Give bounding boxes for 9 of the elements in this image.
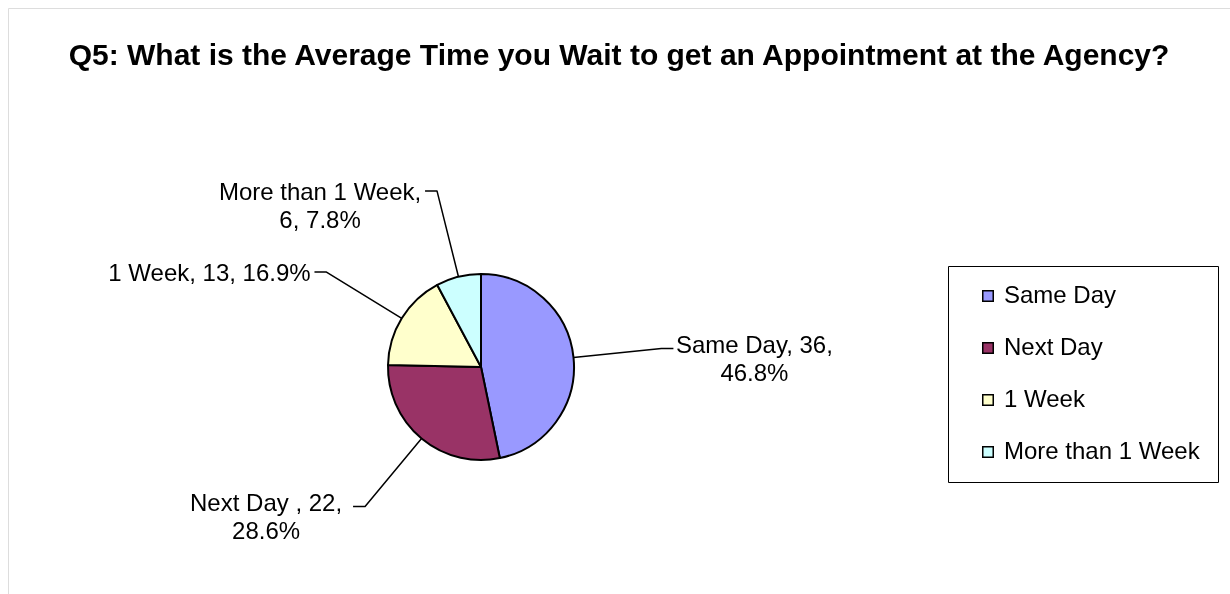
data-label: Next Day , 22, 28.6% bbox=[190, 489, 343, 544]
legend-label: 1 Week bbox=[1004, 385, 1086, 412]
legend-label: Next Day bbox=[1004, 333, 1103, 360]
data-label: 1 Week, 13, 16.9% bbox=[108, 259, 311, 287]
legend-label: More than 1 Week bbox=[1004, 437, 1201, 464]
chart-title: Q5: What is the Average Time you Wait to get an Appointment at the Agency? bbox=[68, 38, 1170, 71]
legend-label: Same Day bbox=[1004, 281, 1117, 308]
data-label: More than 1 Week, 6, 7.8% bbox=[218, 178, 422, 234]
data-label: Same Day, 36, 46.8% bbox=[675, 331, 833, 386]
